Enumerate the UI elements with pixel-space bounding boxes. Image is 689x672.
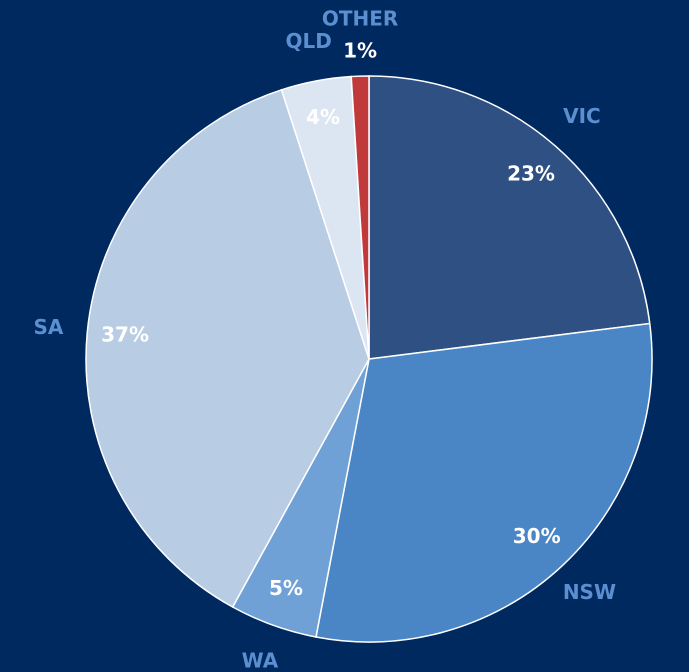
value-label: 37% — [101, 322, 149, 346]
pie-slice — [85, 88, 370, 609]
category-label: SA — [33, 315, 63, 339]
value-label: 5% — [269, 576, 303, 600]
category-label: WA — [242, 648, 279, 672]
value-label: 23% — [507, 162, 555, 186]
value-label: 1% — [343, 39, 377, 63]
value-label: 30% — [513, 524, 561, 548]
value-label: 4% — [306, 105, 340, 129]
pie-slice — [368, 75, 651, 360]
category-label: NSW — [563, 580, 616, 604]
category-label: VIC — [563, 104, 601, 128]
category-label: OTHER — [322, 7, 398, 31]
pie-slice — [350, 75, 370, 360]
pie-slice — [315, 322, 653, 643]
category-label: QLD — [285, 29, 331, 53]
